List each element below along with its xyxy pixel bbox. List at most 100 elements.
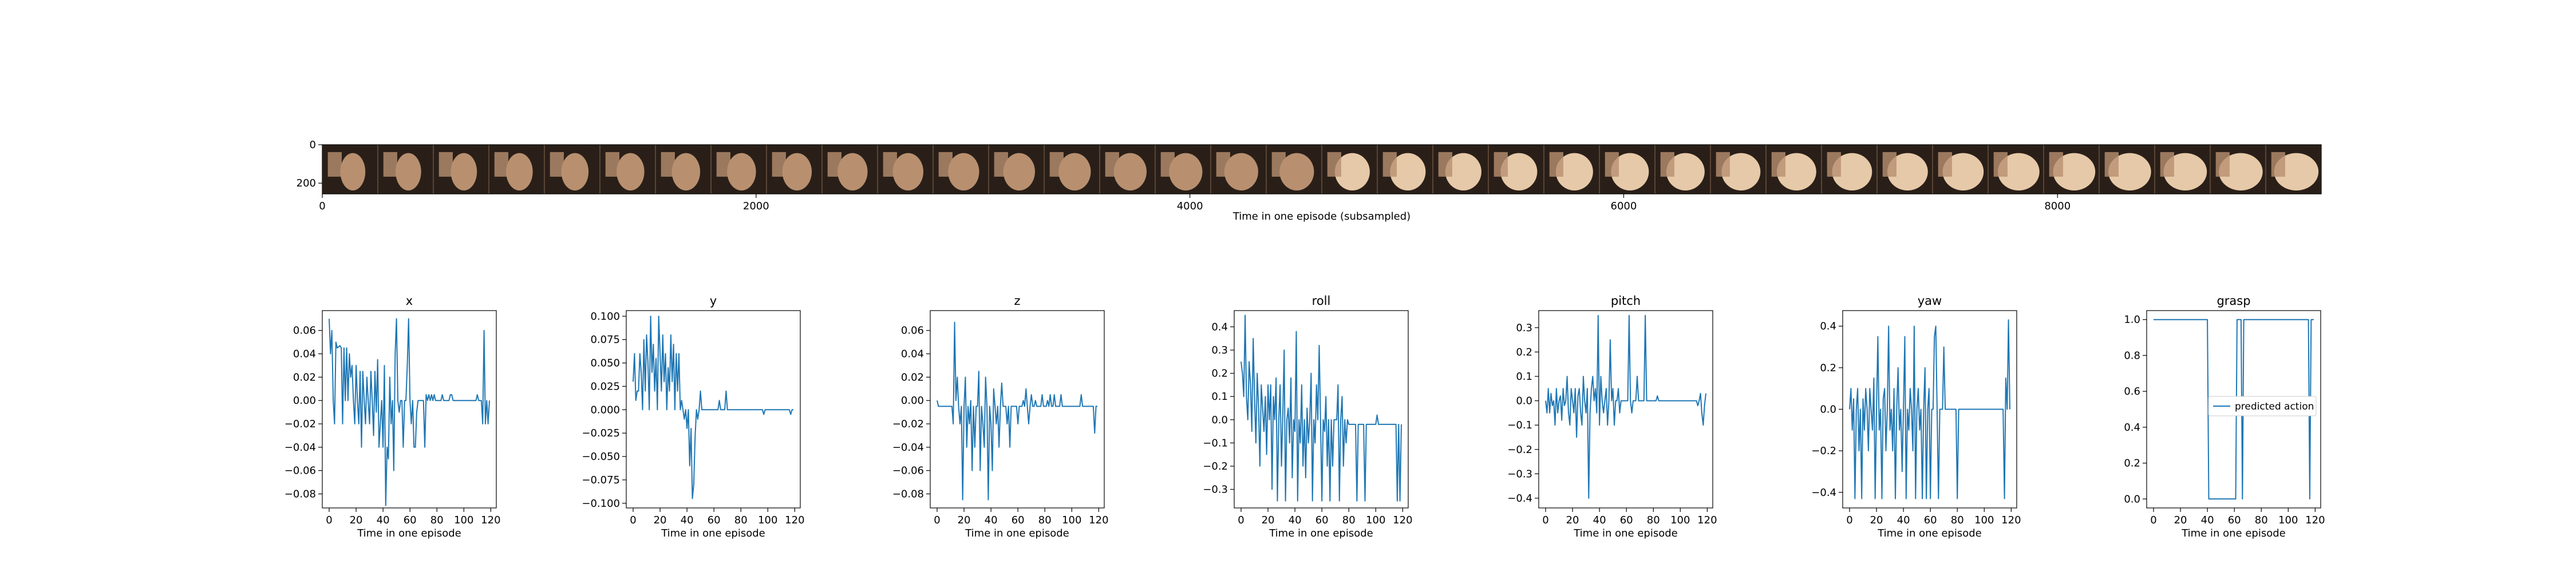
y-tick-label: 0.06	[901, 325, 924, 337]
x-tick-label: 80	[1038, 514, 1052, 526]
x-tick-label: 60	[1620, 514, 1633, 526]
x-tick-label: 20	[654, 514, 667, 526]
y-tick-label: −0.04	[285, 442, 316, 454]
frame-gripper	[827, 152, 841, 177]
frame-gripper	[2271, 152, 2285, 177]
x-tick-label: 40	[2201, 514, 2214, 526]
frame-object	[1721, 153, 1761, 190]
frame-gripper	[1049, 152, 1064, 177]
frame-gripper	[1993, 152, 2008, 177]
subplot-grasp	[2143, 310, 2321, 512]
image-strip-background	[322, 145, 2321, 194]
frame-object	[1003, 153, 1035, 190]
image-frame	[656, 145, 710, 194]
y-tick-label: 0.02	[293, 371, 316, 383]
x-tick-label: 20	[1566, 514, 1579, 526]
legend-label: predicted action	[2235, 401, 2314, 412]
y-tick-label: 0.6	[2124, 386, 2140, 398]
x-tick-label: 60	[1012, 514, 1025, 526]
x-tick-label: 120	[1697, 514, 1717, 526]
frame-gripper	[1160, 152, 1175, 177]
subplot-title: x	[406, 294, 413, 308]
x-tick-label: 120	[2305, 514, 2325, 526]
x-tick-label: 60	[2228, 514, 2241, 526]
y-tick-label: 0.0	[1211, 414, 1228, 426]
y-tick-label: −0.100	[582, 498, 620, 510]
frame-object	[506, 153, 533, 190]
x-tick-label: 100	[1366, 514, 1385, 526]
y-tick-label: 0.04	[293, 348, 316, 360]
image-frame	[2211, 145, 2265, 194]
frame-gripper	[2215, 152, 2230, 177]
image-frame	[1378, 145, 1432, 194]
y-tick-label: −0.3	[1203, 484, 1228, 496]
y-tick-label: 0.050	[590, 357, 620, 370]
frame-object	[892, 153, 924, 190]
frame-gripper	[1938, 152, 1952, 177]
image-frame	[1544, 145, 1599, 194]
frame-gripper	[605, 152, 619, 177]
subplot-yaw	[1839, 310, 2017, 512]
frame-gripper	[1271, 152, 1286, 177]
frame-object	[1666, 153, 1705, 190]
y-tick-label: 0.00	[901, 395, 924, 407]
y-tick-label: 0.3	[1211, 344, 1228, 356]
frame-gripper	[2049, 152, 2063, 177]
frame-object	[340, 153, 366, 190]
y-tick-label: 0	[310, 139, 316, 151]
x-tick-label: 40	[1897, 514, 1910, 526]
x-tick-label: 20	[2174, 514, 2187, 526]
y-tick-label: 0.0	[1516, 395, 1532, 407]
frame-gripper	[383, 152, 397, 177]
image-frame	[1267, 145, 1321, 194]
x-tick-label: 100	[1670, 514, 1690, 526]
axes-frame	[626, 310, 801, 509]
x-axis-label: Time in one episode	[1573, 527, 1678, 539]
frame-object	[1279, 153, 1314, 190]
image-frame	[1767, 145, 1821, 194]
x-tick-label: 100	[2278, 514, 2298, 526]
frame-gripper	[994, 152, 1008, 177]
image-strip	[318, 144, 2322, 198]
frame-object	[1611, 153, 1649, 190]
y-tick-label: 0.2	[1516, 346, 1532, 358]
y-tick-label: −0.3	[1507, 468, 1532, 480]
frame-gripper	[1771, 152, 1785, 177]
x-tick-label: 40	[985, 514, 998, 526]
frame-gripper	[661, 152, 675, 177]
image-frame	[2044, 145, 2099, 194]
frame-object	[2053, 153, 2096, 190]
frame-object	[1334, 153, 1370, 190]
x-tick-label: 60	[1315, 514, 1329, 526]
y-tick-label: −0.04	[892, 442, 924, 454]
frame-object	[1555, 153, 1593, 190]
y-tick-label: 0.4	[1820, 320, 1836, 332]
subplot-title: roll	[1312, 294, 1331, 308]
subplot-title: grasp	[2217, 294, 2250, 308]
frame-object	[2274, 153, 2319, 190]
series-line-x	[329, 318, 490, 506]
subplot-roll	[1230, 310, 1409, 512]
series-line-y	[633, 315, 793, 499]
x-tick-label: 6000	[1611, 200, 1637, 212]
y-tick-label: 0.1	[1516, 371, 1532, 383]
frame-gripper	[938, 152, 953, 177]
x-axis-label: Time in one episode	[1877, 527, 1982, 539]
image-frame	[2155, 145, 2210, 194]
image-frame	[1433, 145, 1488, 194]
subplot-title: z	[1014, 294, 1020, 308]
x-tick-label: 80	[2255, 514, 2268, 526]
series-line-grasp	[2154, 319, 2314, 500]
image-frame	[1489, 145, 1543, 194]
subplot-x	[318, 310, 497, 512]
y-tick-label: 0.075	[590, 334, 620, 346]
image-frame	[1878, 145, 1932, 194]
frame-object	[451, 153, 477, 190]
frame-object	[617, 153, 645, 190]
x-tick-label: 0	[1542, 514, 1548, 526]
y-tick-label: 0.1	[1211, 391, 1228, 403]
image-frame	[545, 145, 599, 194]
x-axis-label: Time in one episode	[357, 527, 461, 539]
x-tick-label: 8000	[2044, 200, 2071, 212]
frame-gripper	[1327, 152, 1341, 177]
